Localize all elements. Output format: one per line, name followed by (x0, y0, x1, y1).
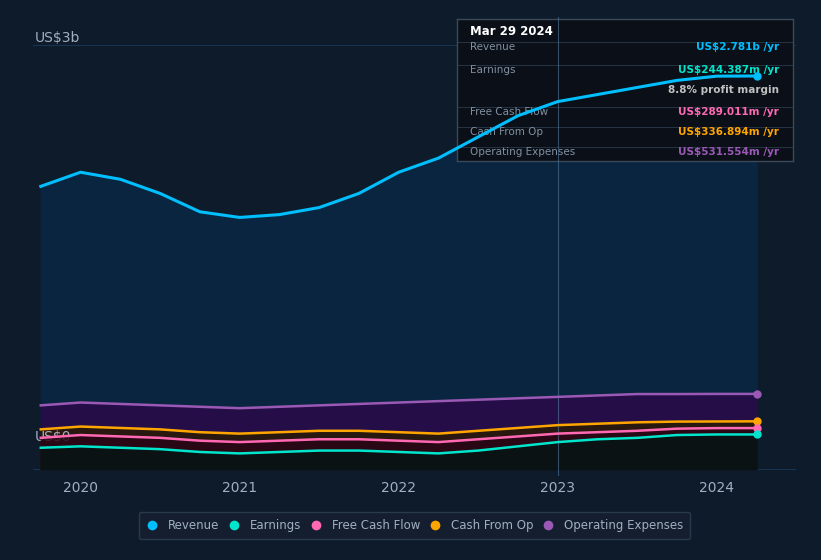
Text: US$3b: US$3b (34, 31, 80, 45)
Legend: Revenue, Earnings, Free Cash Flow, Cash From Op, Operating Expenses: Revenue, Earnings, Free Cash Flow, Cash … (139, 512, 690, 539)
Text: US$0: US$0 (34, 430, 71, 444)
